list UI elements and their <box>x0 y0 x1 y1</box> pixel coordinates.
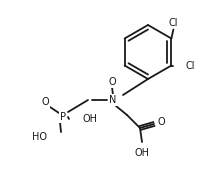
Text: N: N <box>109 95 117 105</box>
Text: HO: HO <box>32 132 47 142</box>
Text: Cl: Cl <box>185 61 195 70</box>
Text: O: O <box>41 97 49 107</box>
Text: OH: OH <box>134 148 150 158</box>
Text: O: O <box>158 117 166 127</box>
Text: Cl: Cl <box>169 17 178 27</box>
Text: O: O <box>108 77 116 87</box>
Text: P: P <box>60 112 66 122</box>
Text: OH: OH <box>83 114 98 124</box>
